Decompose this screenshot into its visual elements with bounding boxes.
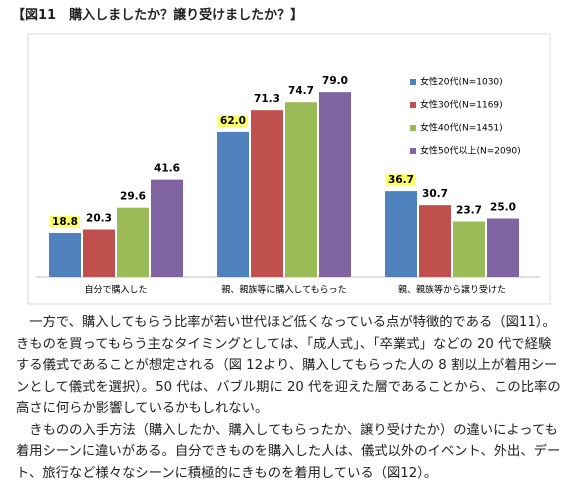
bar [49,233,81,277]
legend-label: 女性40代(N=1451) [420,122,503,134]
data-label: 18.8 [52,216,78,228]
legend-swatch [410,148,416,154]
data-label: 36.7 [388,174,414,186]
chart-frame [27,33,551,305]
legend-swatch [410,102,416,108]
body-text: 一方で、購入してもらう比率が若い世代ほど低くなっている点が特徴的である（図11）… [16,312,564,484]
legend-label: 女性20代(N=1030) [420,76,503,88]
data-label: 23.7 [456,205,482,217]
legend-swatch [410,79,416,85]
bar [251,110,283,278]
bar [285,102,317,278]
figure-title: 【図11 購入しましたか？譲り受けましたか？】 [12,8,304,23]
data-label: 30.7 [422,188,448,200]
paragraph: きものの入手方法（購入したか、購入してもらったか、譲り受けたか）の違いによっても… [16,422,561,481]
bar [151,179,183,277]
data-label: 74.7 [288,85,314,97]
data-label: 29.6 [120,191,146,203]
data-label: 71.3 [254,93,280,105]
data-label: 79.0 [322,75,348,87]
data-label: 62.0 [220,115,246,127]
label-highlight [218,114,248,127]
paragraph: 一方で、購入してもらう比率が若い世代ほど低くなっている点が特徴的である（図11）… [16,315,561,416]
x-tick-label: 自分で購入した [84,284,147,296]
data-label: 41.6 [154,163,180,175]
chart: 自分で購入した 18.8 20.3 29.6 41.6 親、親族等に購入してもらった 62.… [27,33,551,305]
label-highlight [50,216,80,229]
bar [419,205,451,277]
data-label: 25.0 [490,202,516,214]
bar [319,92,351,277]
bar [385,191,417,277]
x-tick-label: 親、親族等から譲り受けた [398,284,506,296]
legend-label: 女性50代以上(N=2090) [420,145,521,157]
bar [117,207,149,277]
legend-swatch [410,125,416,131]
bar [453,221,485,277]
bar [217,131,249,277]
bar [83,229,115,277]
data-label: 20.3 [86,212,112,224]
legend-label: 女性30代(N=1169) [420,99,503,111]
x-tick-label: 親、親族等に購入してもらった [221,284,346,296]
label-highlight [386,174,416,187]
bar [487,218,519,277]
